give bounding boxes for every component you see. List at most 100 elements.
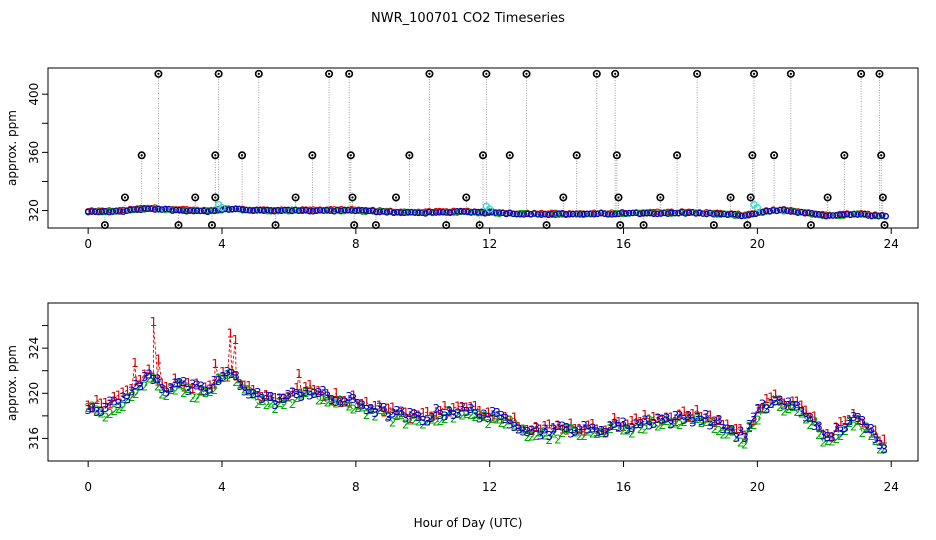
series-3-line bbox=[88, 371, 885, 450]
series-3-point: 3 bbox=[545, 429, 553, 443]
series-2-point: 2 bbox=[341, 395, 349, 409]
spike-marker bbox=[611, 69, 620, 78]
series-3-point: 3 bbox=[837, 424, 845, 438]
series-2-point: 2 bbox=[384, 409, 392, 423]
series-2-point: 2 bbox=[485, 417, 493, 431]
series-1-point: 1 bbox=[210, 377, 218, 391]
series-2-point: 2 bbox=[306, 385, 314, 399]
series-3-point: 3 bbox=[189, 378, 197, 392]
series-3-point: 3 bbox=[424, 414, 432, 428]
series-2-point: 2 bbox=[398, 408, 406, 422]
series-3-point: 3 bbox=[632, 418, 640, 432]
series-1-point: 1 bbox=[267, 390, 275, 404]
top-series-point bbox=[281, 206, 289, 214]
series-1-point: 1 bbox=[332, 386, 340, 400]
spike-marker bbox=[308, 151, 317, 160]
top-series-point bbox=[257, 206, 264, 214]
series-1-point: 1 bbox=[572, 422, 580, 436]
series-2-point: 2 bbox=[371, 410, 379, 424]
bottom-x-tick-label: 16 bbox=[616, 480, 631, 494]
series-3-point: 3 bbox=[859, 414, 867, 428]
series-1-point: 1 bbox=[158, 377, 166, 391]
top-series-point bbox=[692, 210, 700, 217]
series-3-point: 3 bbox=[297, 390, 305, 404]
top-series-point bbox=[678, 208, 686, 216]
series-1-point: 1 bbox=[155, 352, 163, 366]
top-series-point bbox=[351, 207, 359, 215]
series-3-point: 3 bbox=[293, 387, 301, 401]
top-series-point bbox=[109, 208, 116, 215]
top-series-point bbox=[464, 208, 471, 216]
series-2-point: 2 bbox=[685, 411, 693, 425]
series-2-point: 2 bbox=[254, 397, 262, 411]
series-2-point: 2 bbox=[454, 407, 462, 421]
top-series-point bbox=[675, 209, 682, 217]
series-1-point: 1 bbox=[854, 413, 862, 427]
series-3-point: 3 bbox=[197, 379, 205, 393]
top-series-point bbox=[200, 207, 208, 215]
spike-marker bbox=[345, 69, 354, 78]
series-1-point: 1 bbox=[432, 409, 440, 423]
top-series-point bbox=[629, 209, 636, 217]
series-2-point: 2 bbox=[106, 407, 114, 421]
series-1-point: 1 bbox=[341, 394, 349, 408]
series-1-point: 1 bbox=[806, 411, 814, 425]
spike-marker bbox=[726, 193, 735, 202]
spike-marker bbox=[748, 151, 757, 160]
top-series-point bbox=[555, 210, 563, 217]
series-1-point: 1 bbox=[841, 414, 849, 428]
series-3-point: 3 bbox=[237, 379, 245, 393]
series-1-point: 1 bbox=[706, 408, 714, 422]
series-2-point: 2 bbox=[615, 421, 623, 435]
series-1-point: 1 bbox=[750, 414, 758, 428]
top-series-point bbox=[580, 210, 587, 218]
top-series-point bbox=[752, 210, 759, 218]
bottom-x-tick-label: 20 bbox=[750, 480, 765, 494]
top-series-point bbox=[812, 211, 819, 218]
series-3-point: 3 bbox=[724, 423, 732, 437]
series-3-point: 3 bbox=[676, 409, 684, 423]
series-1-point: 1 bbox=[541, 419, 549, 433]
top-series-point bbox=[250, 207, 257, 214]
series-3-point: 3 bbox=[693, 411, 701, 425]
series-3-point: 3 bbox=[176, 376, 184, 390]
series-1-point: 1 bbox=[437, 404, 445, 418]
series-3-point: 3 bbox=[772, 394, 780, 408]
top-series-point bbox=[615, 210, 622, 218]
top-series-point bbox=[271, 207, 278, 215]
series-3-point: 3 bbox=[150, 373, 158, 387]
series-3-point: 3 bbox=[141, 370, 149, 384]
series-2-point: 2 bbox=[158, 388, 166, 402]
top-series-point bbox=[717, 210, 724, 218]
series-1-point: 1 bbox=[872, 423, 880, 437]
top-series-point bbox=[186, 207, 194, 214]
top-series-point bbox=[770, 207, 777, 214]
top-cyan-point bbox=[485, 205, 494, 213]
top-series-point bbox=[239, 206, 246, 213]
bottom-plot-frame bbox=[47, 302, 919, 462]
top-series-point bbox=[843, 211, 851, 218]
series-1-point: 1 bbox=[184, 376, 192, 390]
series-1-point: 1 bbox=[576, 422, 584, 436]
top-series-point bbox=[141, 205, 148, 212]
spike-marker bbox=[616, 221, 625, 230]
top-series-point bbox=[436, 209, 443, 216]
spike-marker bbox=[614, 193, 623, 202]
series-1-point: 1 bbox=[106, 397, 114, 411]
series-3-point: 3 bbox=[824, 430, 832, 444]
series-1-point: 1 bbox=[241, 378, 249, 392]
series-2-point: 2 bbox=[128, 390, 136, 404]
top-series-point bbox=[517, 211, 524, 218]
series-3-point: 3 bbox=[645, 418, 653, 432]
top-series-point bbox=[95, 208, 102, 216]
series-2-point: 2 bbox=[598, 426, 606, 440]
series-1-point: 1 bbox=[815, 421, 823, 435]
series-3-point: 3 bbox=[215, 374, 223, 388]
spike-marker bbox=[391, 193, 400, 202]
bottom-x-tick-label: 8 bbox=[352, 480, 360, 494]
series-1-point: 1 bbox=[532, 420, 540, 434]
series-2-point: 2 bbox=[558, 426, 566, 440]
top-series-point bbox=[654, 210, 661, 218]
series-2-point: 2 bbox=[498, 416, 506, 430]
